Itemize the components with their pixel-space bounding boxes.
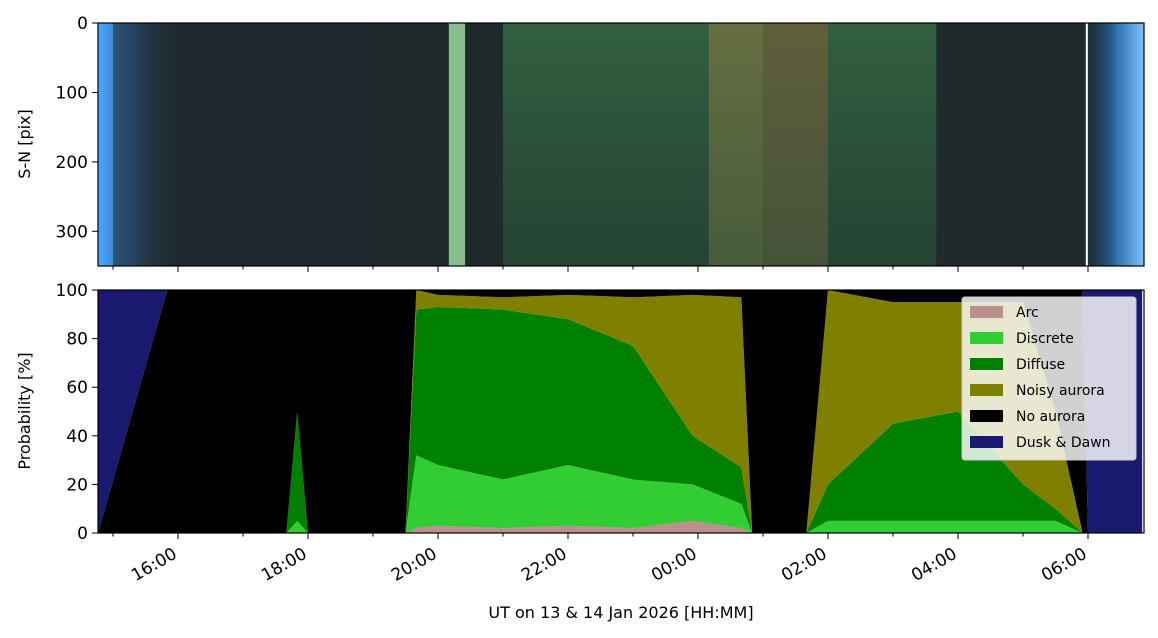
legend-label: Noisy aurora xyxy=(1016,383,1105,399)
legend-swatch xyxy=(970,332,1003,344)
x-tick-label: 02:00 xyxy=(778,544,830,586)
x-tick-label: 20:00 xyxy=(388,544,440,586)
legend-label: Discrete xyxy=(1016,331,1074,347)
x-tick-label: 00:00 xyxy=(648,544,700,586)
x-tick-label: 06:00 xyxy=(1038,544,1090,586)
keogram-band-bright-green xyxy=(448,23,466,266)
keogram-panel xyxy=(98,23,1144,266)
probability-x-axis: 16:00 18:00 20:00 22:00 00:00 02:00 04:00 06:00 xyxy=(112,533,1091,586)
probability-y-tick-label: 80 xyxy=(66,330,88,350)
keogram-y-tick-label: 100 xyxy=(56,83,88,103)
x-tick-label: 16:00 xyxy=(128,544,180,586)
x-tick-label: 18:00 xyxy=(258,544,310,586)
legend-label: No aurora xyxy=(1016,409,1085,425)
legend-swatch xyxy=(970,384,1003,396)
x-axis-label: UT on 13 & 14 Jan 2026 [HH:MM] xyxy=(488,603,753,622)
legend-label: Arc xyxy=(1016,305,1039,321)
probability-y-tick-label: 20 xyxy=(66,475,88,495)
keogram-y-axis: 0 100 200 300 xyxy=(56,14,98,242)
keogram-x-ticks xyxy=(112,266,1089,272)
keogram-band-olive xyxy=(708,23,828,266)
area-discrete xyxy=(98,455,1143,533)
probability-y-label: Probability [%] xyxy=(15,352,34,469)
legend-swatch xyxy=(970,436,1003,448)
keogram-y-tick-label: 0 xyxy=(77,14,88,34)
probability-frame xyxy=(97,289,1145,534)
probability-y-tick-label: 0 xyxy=(77,524,88,544)
legend-label: Diffuse xyxy=(1016,357,1065,373)
legend: Arc Discrete Diffuse Noisy aurora No aurora D… xyxy=(961,296,1137,461)
legend-swatch xyxy=(970,358,1003,370)
area-arc xyxy=(98,520,1143,533)
probability-stack xyxy=(98,290,1143,533)
area-noisy-aurora xyxy=(98,290,1143,533)
keogram-y-tick-label: 200 xyxy=(56,153,88,173)
x-tick-label: 04:00 xyxy=(908,544,960,586)
area-diffuse xyxy=(98,307,1143,533)
keogram-frame xyxy=(97,22,1145,267)
keogram-band-green xyxy=(828,23,937,266)
legend-swatch xyxy=(970,306,1003,318)
legend-box xyxy=(961,296,1137,461)
legend-label: Dusk & Dawn xyxy=(1016,435,1111,451)
probability-y-tick-label: 100 xyxy=(56,281,88,301)
area-no-aurora xyxy=(98,290,1143,533)
legend-swatch xyxy=(970,410,1003,422)
x-tick-label: 22:00 xyxy=(518,544,570,586)
keogram-dawn-glow xyxy=(1080,23,1144,266)
keogram-band-dark xyxy=(113,23,373,266)
keogram-band-white-line xyxy=(1085,23,1088,266)
keogram-y-label: S-N [pix] xyxy=(15,109,34,179)
keogram-y-tick-label: 300 xyxy=(56,222,88,242)
probability-y-tick-label: 40 xyxy=(66,427,88,447)
probability-y-axis: 0 20 40 60 80 100 xyxy=(56,281,98,544)
probability-y-tick-label: 60 xyxy=(66,378,88,398)
keogram-auroral-bands xyxy=(113,23,1088,266)
